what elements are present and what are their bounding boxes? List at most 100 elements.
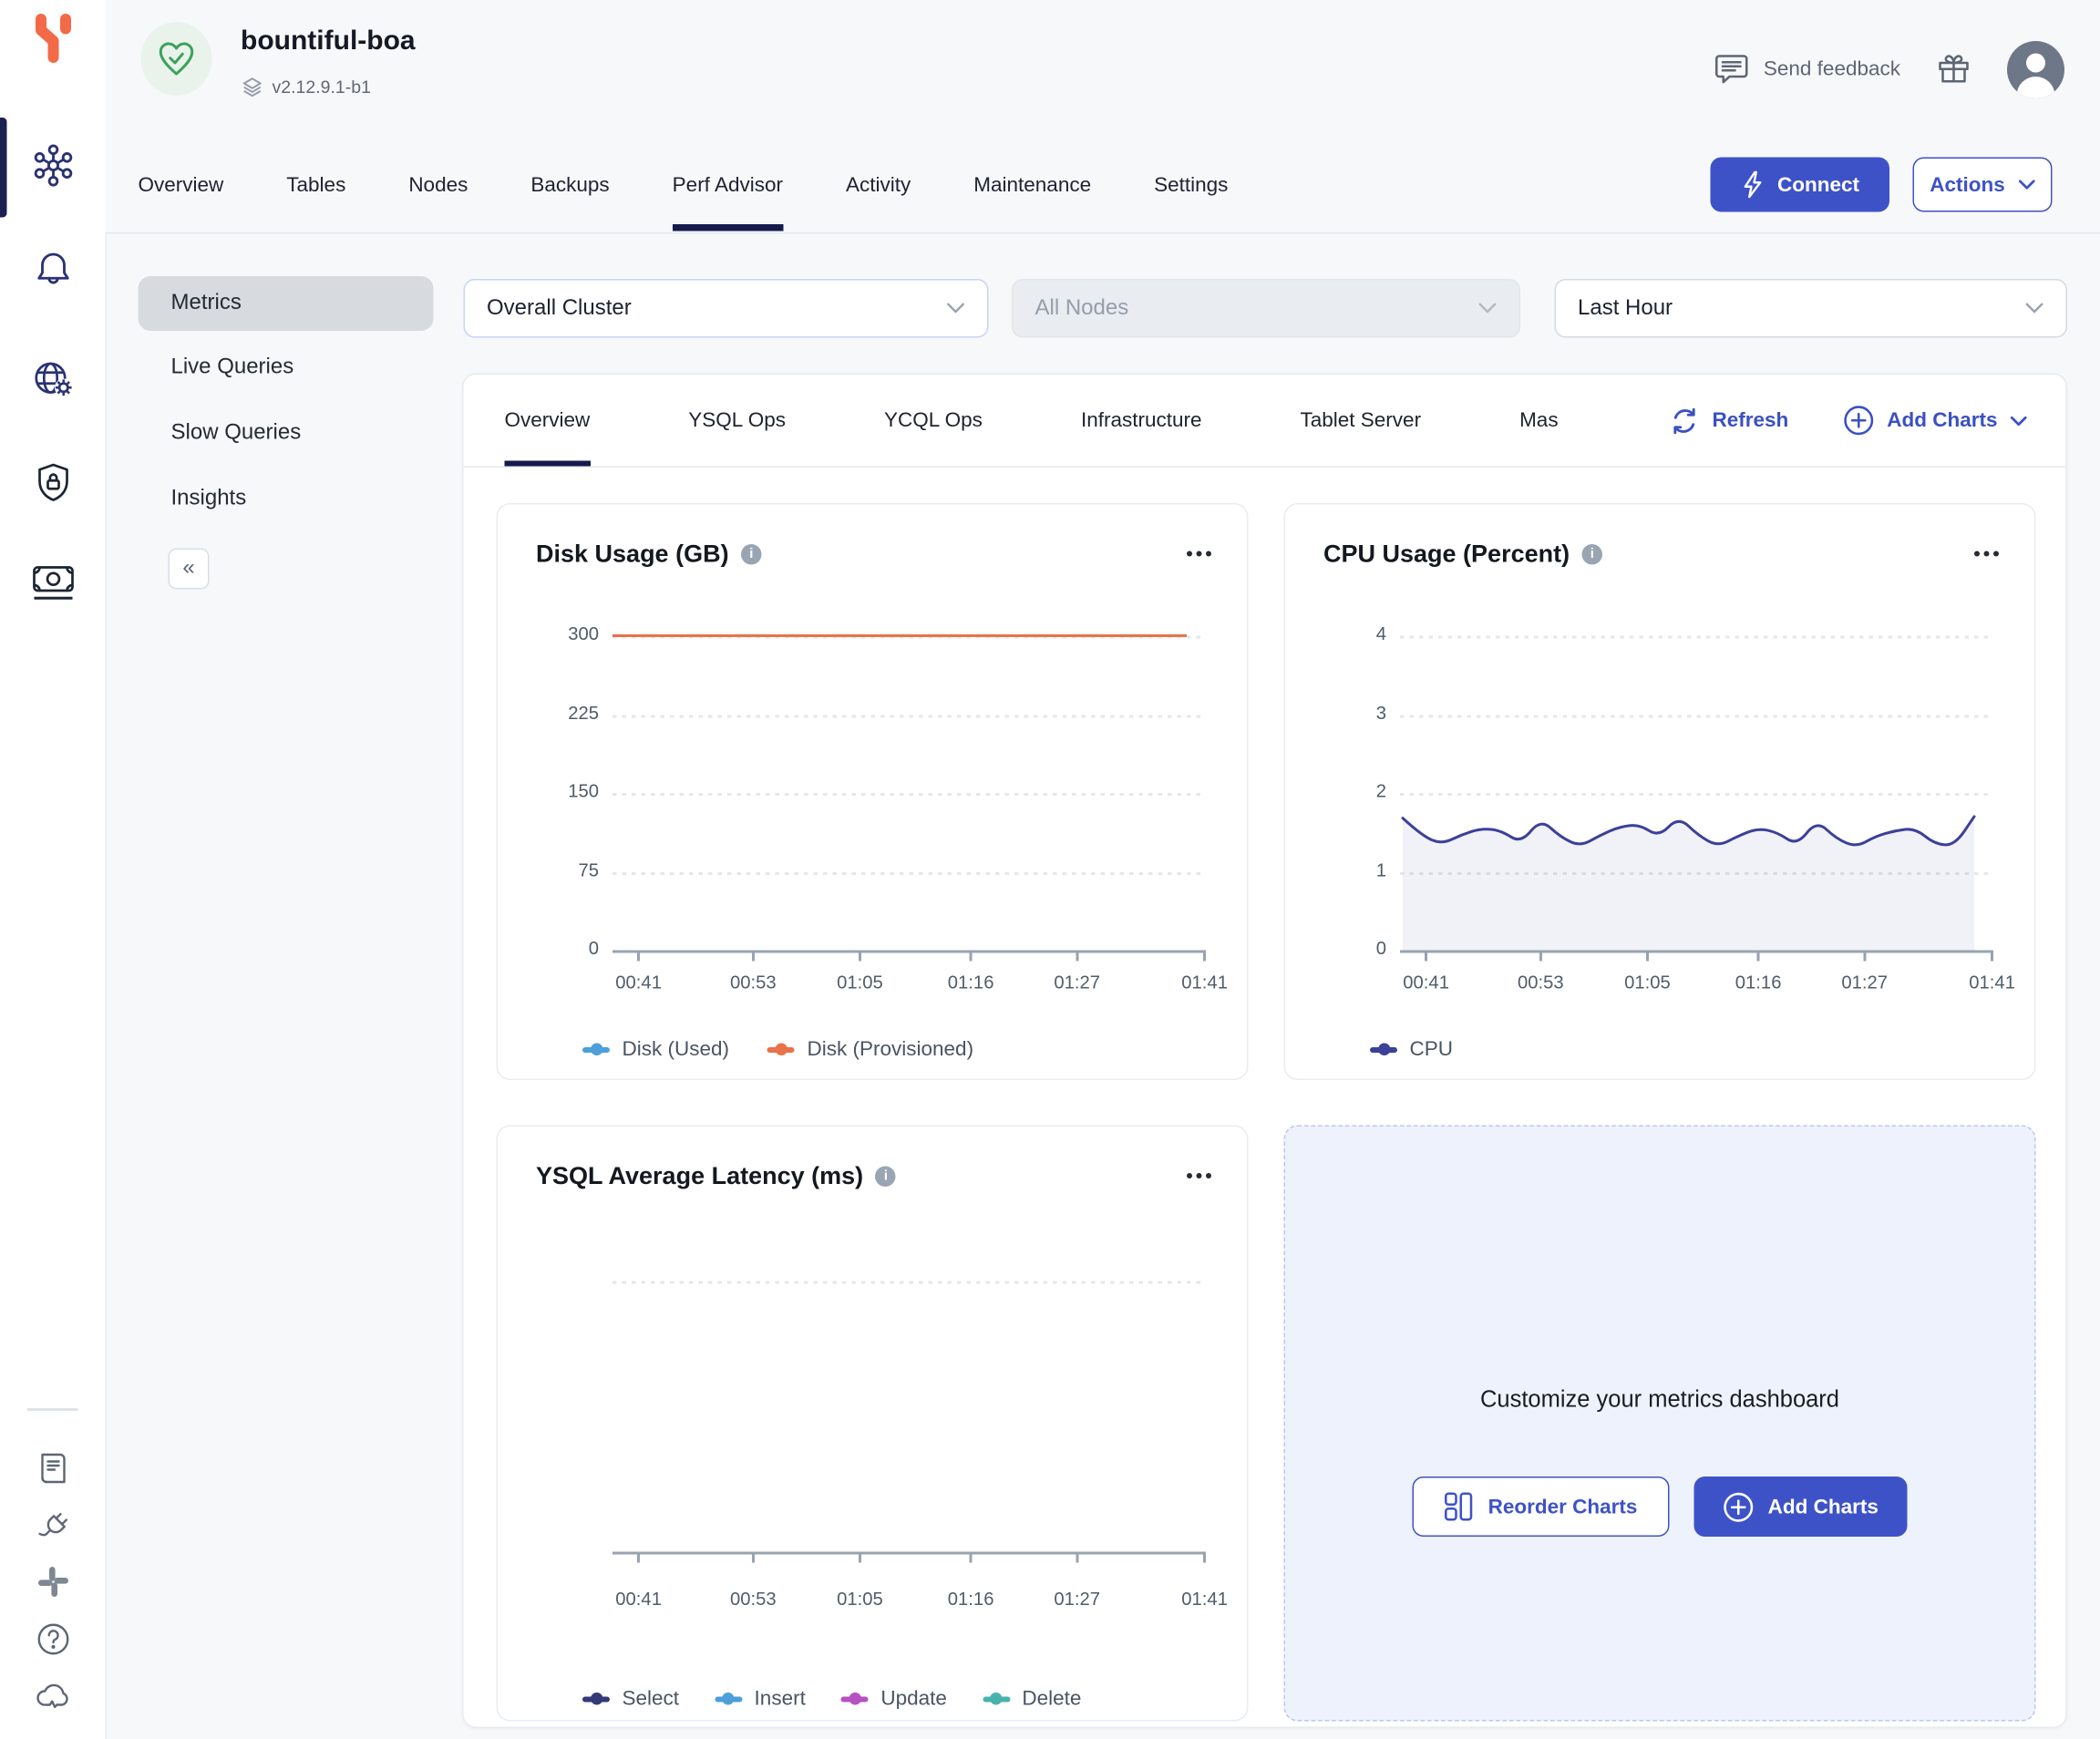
legend-marker (582, 1043, 610, 1055)
connect-button[interactable]: Connect (1710, 157, 1889, 212)
legend-item: Update (840, 1687, 947, 1711)
cluster-name: bountiful-boa (241, 26, 416, 57)
help-icon[interactable] (0, 1612, 106, 1667)
add-charts-button-primary[interactable]: Add Charts (1693, 1477, 1908, 1537)
chart-menu-button[interactable] (1181, 1168, 1217, 1184)
tab-perf-advisor[interactable]: Perf Advisor (672, 139, 783, 232)
add-charts-label: Add Charts (1767, 1495, 1879, 1518)
x-tick-label: 00:41 (1403, 972, 1449, 993)
legend-marker-dot (990, 1693, 1003, 1705)
version-text: v2.12.9.1-b1 (272, 77, 371, 98)
reorder-charts-button[interactable]: Reorder Charts (1412, 1477, 1670, 1537)
cluster-health-badge (140, 22, 212, 96)
billing-icon[interactable] (0, 557, 106, 612)
gift-icon[interactable] (1936, 51, 1971, 87)
nodes-value: All Nodes (1035, 295, 1129, 320)
legend-marker (767, 1043, 796, 1055)
security-shield-icon[interactable] (0, 456, 106, 510)
cluster-scope-select[interactable]: Overall Cluster (463, 279, 989, 338)
actions-button[interactable]: Actions (1912, 157, 2053, 212)
tab-nodes[interactable]: Nodes (408, 172, 468, 197)
chart-title: CPU Usage (Percent) (1323, 539, 1570, 567)
y-tick-label: 75 (578, 859, 599, 880)
metrics-tab-tablet-server[interactable]: Tablet Server (1300, 408, 1422, 433)
add-charts-button[interactable]: Add Charts (1843, 405, 2027, 437)
metrics-card: Overview YSQL Ops YCQL Ops Infrastructur… (462, 373, 2067, 1728)
refresh-icon (1670, 406, 1700, 436)
y-tick-label: 2 (1375, 780, 1386, 802)
axis-tick (1425, 952, 1428, 962)
metrics-tab-master-truncated[interactable]: Mas (1519, 408, 1559, 433)
sidebar-item-live-queries[interactable]: Live Queries (170, 355, 294, 379)
tab-tables[interactable]: Tables (286, 172, 346, 197)
docs-book-icon[interactable] (0, 1441, 106, 1496)
collapse-sidebar-button[interactable]: « (168, 548, 210, 590)
alerts-bell-icon[interactable] (0, 242, 106, 297)
refresh-button[interactable]: Refresh (1670, 406, 1788, 436)
sidebar-item-slow-queries[interactable]: Slow Queries (170, 421, 302, 445)
legend-marker-dot (590, 1693, 602, 1705)
legend-label: Delete (1022, 1687, 1082, 1711)
x-axis (612, 950, 1206, 953)
send-feedback-label: Send feedback (1763, 57, 1900, 81)
chevron-down-icon (2010, 415, 2028, 426)
x-tick-label: 01:41 (1181, 1589, 1228, 1610)
customize-title: Customize your metrics dashboard (1479, 1386, 1839, 1413)
legend-marker (1370, 1043, 1397, 1055)
x-tick-label: 00:53 (729, 1589, 777, 1610)
integrations-plug-icon[interactable] (0, 1500, 106, 1555)
tab-activity[interactable]: Activity (845, 172, 911, 197)
provisioned-line (612, 634, 1187, 637)
chart-legend: Disk (Used) Disk (Provisioned) (582, 1037, 974, 1062)
axis-tick (751, 1554, 755, 1563)
time-range-select[interactable]: Last Hour (1554, 279, 2067, 338)
sidebar-item-insights[interactable]: Insights (170, 487, 247, 510)
chart-menu-button[interactable] (1181, 546, 1217, 562)
gridline (1400, 635, 1993, 639)
info-icon[interactable]: i (1581, 543, 1603, 564)
status-cloud-icon[interactable] (0, 1670, 106, 1724)
metrics-tab-ysql-ops[interactable]: YSQL Ops (688, 408, 786, 433)
send-feedback-button[interactable]: Send feedback (1714, 54, 1900, 86)
reorder-charts-label: Reorder Charts (1488, 1495, 1638, 1518)
y-tick-label: 150 (568, 780, 599, 802)
legend-item: Disk (Provisioned) (767, 1037, 974, 1062)
axis-tick (637, 952, 641, 962)
legend-label: Disk (Used) (622, 1037, 730, 1062)
chevron-down-icon (946, 303, 965, 315)
gridline (612, 793, 1206, 796)
gridline (612, 1281, 1206, 1284)
user-avatar[interactable] (2007, 40, 2064, 98)
add-charts-label: Add Charts (1887, 408, 1998, 433)
info-icon[interactable]: i (741, 543, 762, 564)
x-tick-label: 01:27 (1054, 1589, 1101, 1610)
plus-circle-icon (1723, 1491, 1755, 1523)
chart-menu-button[interactable] (1969, 546, 2004, 562)
left-rail (0, 0, 107, 1739)
network-settings-icon[interactable] (0, 353, 106, 407)
slack-icon[interactable] (0, 1555, 106, 1610)
axis-tick (1076, 952, 1079, 962)
clusters-nav-icon[interactable] (0, 139, 106, 193)
tab-backups[interactable]: Backups (530, 172, 610, 197)
tab-maintenance[interactable]: Maintenance (973, 172, 1092, 197)
tab-overview[interactable]: Overview (138, 172, 224, 197)
legend-marker (840, 1693, 869, 1705)
axis-tick (1863, 952, 1867, 962)
connect-label: Connect (1777, 172, 1859, 197)
tab-settings[interactable]: Settings (1154, 172, 1229, 197)
customize-dashboard-panel: Customize your metrics dashboard Reorder… (1283, 1125, 2036, 1722)
chevron-down-icon (2025, 303, 2044, 315)
info-icon[interactable]: i (875, 1165, 897, 1187)
yugabyte-logo[interactable] (29, 11, 78, 66)
time-range-value: Last Hour (1578, 295, 1673, 320)
metrics-tab-infrastructure[interactable]: Infrastructure (1080, 408, 1202, 433)
legend-label: Disk (Provisioned) (807, 1037, 974, 1062)
metrics-tab-overview[interactable]: Overview (504, 375, 590, 467)
axis-tick (859, 1554, 861, 1563)
sidebar-item-metrics[interactable]: Metrics (138, 276, 434, 331)
legend-item: Disk (Used) (582, 1037, 730, 1062)
legend-marker-dot (1377, 1043, 1390, 1055)
metrics-tab-ycql-ops[interactable]: YCQL Ops (883, 408, 983, 433)
gridline (1400, 793, 1993, 796)
